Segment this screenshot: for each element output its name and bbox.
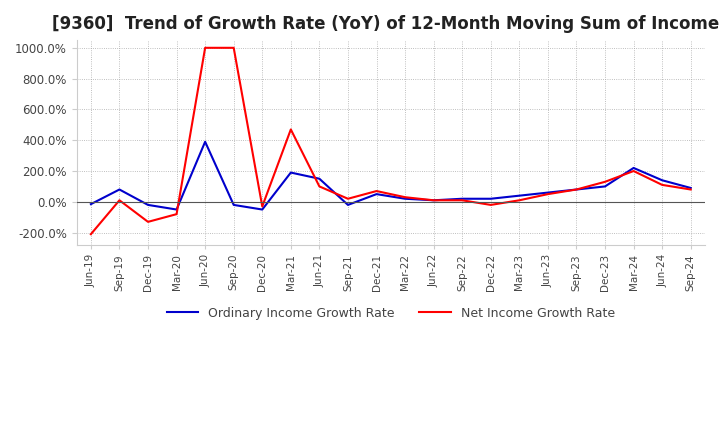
Net Income Growth Rate	[372, 188, 381, 194]
Net Income Growth Rate	[658, 182, 667, 187]
Net Income Growth Rate	[458, 198, 467, 203]
Ordinary Income Growth Rate	[287, 170, 295, 175]
Ordinary Income Growth Rate	[115, 187, 124, 192]
Ordinary Income Growth Rate	[315, 176, 324, 181]
Net Income Growth Rate	[144, 219, 153, 224]
Ordinary Income Growth Rate	[686, 185, 695, 191]
Net Income Growth Rate	[487, 202, 495, 208]
Ordinary Income Growth Rate	[458, 196, 467, 202]
Net Income Growth Rate	[686, 187, 695, 192]
Ordinary Income Growth Rate	[172, 207, 181, 212]
Ordinary Income Growth Rate	[343, 202, 352, 208]
Line: Net Income Growth Rate: Net Income Growth Rate	[91, 48, 690, 234]
Net Income Growth Rate	[86, 231, 95, 237]
Net Income Growth Rate	[401, 194, 410, 200]
Ordinary Income Growth Rate	[658, 178, 667, 183]
Net Income Growth Rate	[258, 204, 266, 209]
Ordinary Income Growth Rate	[572, 187, 581, 192]
Net Income Growth Rate	[572, 187, 581, 192]
Line: Ordinary Income Growth Rate: Ordinary Income Growth Rate	[91, 142, 690, 209]
Net Income Growth Rate	[629, 169, 638, 174]
Net Income Growth Rate	[287, 127, 295, 132]
Net Income Growth Rate	[544, 191, 552, 197]
Net Income Growth Rate	[172, 212, 181, 217]
Ordinary Income Growth Rate	[515, 193, 523, 198]
Net Income Growth Rate	[429, 198, 438, 203]
Ordinary Income Growth Rate	[258, 207, 266, 212]
Net Income Growth Rate	[201, 45, 210, 51]
Ordinary Income Growth Rate	[372, 191, 381, 197]
Ordinary Income Growth Rate	[401, 196, 410, 202]
Net Income Growth Rate	[230, 45, 238, 51]
Net Income Growth Rate	[315, 184, 324, 189]
Ordinary Income Growth Rate	[629, 165, 638, 171]
Ordinary Income Growth Rate	[230, 202, 238, 208]
Net Income Growth Rate	[115, 198, 124, 203]
Ordinary Income Growth Rate	[429, 198, 438, 203]
Ordinary Income Growth Rate	[600, 184, 609, 189]
Ordinary Income Growth Rate	[144, 202, 153, 208]
Ordinary Income Growth Rate	[86, 202, 95, 207]
Net Income Growth Rate	[515, 198, 523, 203]
Ordinary Income Growth Rate	[487, 196, 495, 202]
Ordinary Income Growth Rate	[544, 190, 552, 195]
Net Income Growth Rate	[600, 179, 609, 184]
Title: [9360]  Trend of Growth Rate (YoY) of 12-Month Moving Sum of Incomes: [9360] Trend of Growth Rate (YoY) of 12-…	[53, 15, 720, 33]
Net Income Growth Rate	[343, 196, 352, 202]
Legend: Ordinary Income Growth Rate, Net Income Growth Rate: Ordinary Income Growth Rate, Net Income …	[162, 302, 620, 325]
Ordinary Income Growth Rate	[201, 139, 210, 144]
